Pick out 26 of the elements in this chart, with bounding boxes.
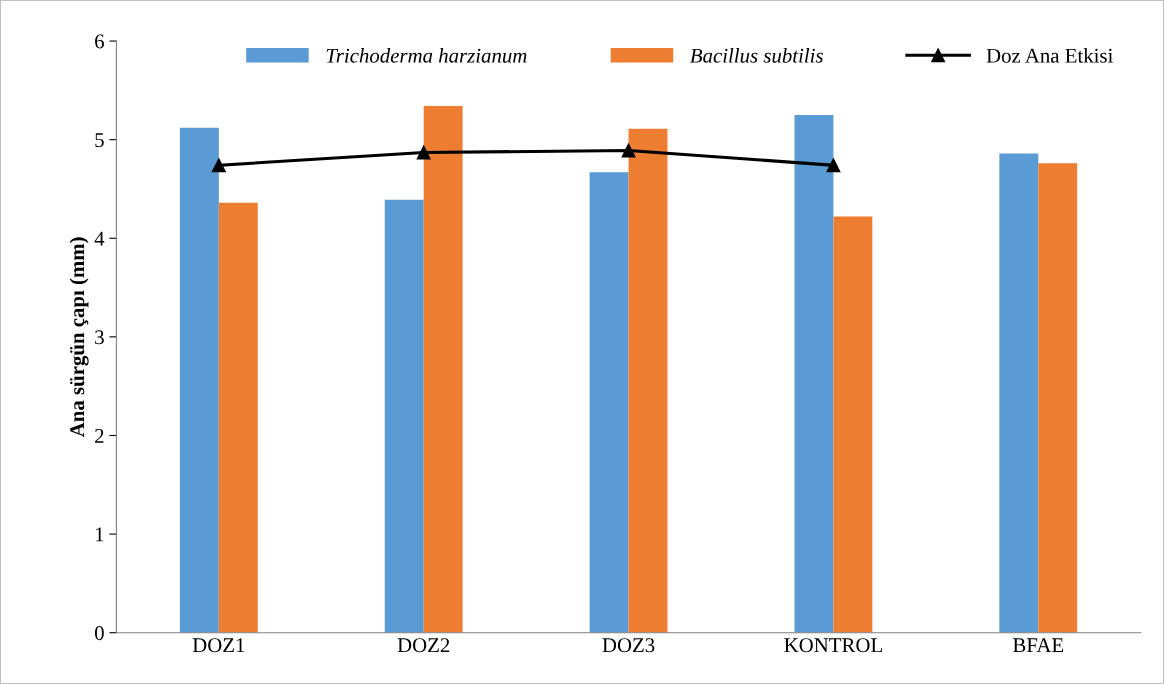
- y-tick-label: 6: [95, 34, 104, 49]
- legend-label: Trichoderma harzianum: [326, 48, 527, 63]
- y-axis-title: Ana sürgün çapı (mm): [69, 237, 89, 438]
- bar: [833, 216, 873, 633]
- y-tick-label: 3: [95, 330, 104, 345]
- bar: [589, 172, 629, 633]
- x-tick-label: DOZ1: [192, 638, 245, 653]
- bar: [1038, 163, 1078, 633]
- y-tick-label: 5: [95, 133, 104, 148]
- bar: [999, 153, 1039, 633]
- legend-label: Bacillus subtilis: [690, 48, 823, 63]
- x-tick-label: BFAE: [1013, 638, 1064, 653]
- bar: [218, 202, 258, 633]
- bar: [628, 128, 668, 633]
- y-tick-label: 2: [95, 428, 104, 443]
- bar: [794, 115, 834, 633]
- y-tick-label: 4: [94, 231, 105, 246]
- y-tick-label: 0: [94, 626, 104, 641]
- bar: [384, 199, 424, 633]
- x-tick-label: DOZ2: [397, 638, 450, 653]
- bar: [423, 106, 463, 633]
- y-tick-label: 1: [96, 527, 104, 542]
- x-tick-label: KONTROL: [784, 638, 882, 653]
- x-tick-label: DOZ3: [602, 638, 655, 653]
- bar: [179, 127, 219, 633]
- legend-label: Doz Ana Etkisi: [986, 48, 1113, 63]
